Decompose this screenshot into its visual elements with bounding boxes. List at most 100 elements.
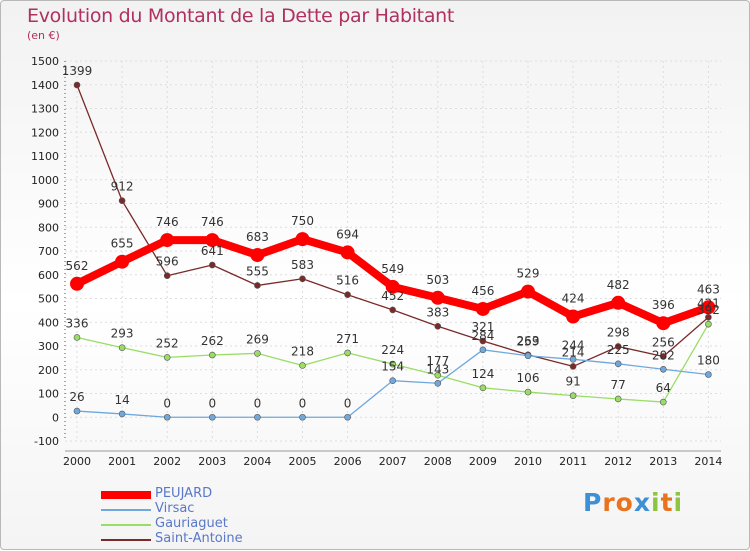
legend-item: Gauriaguet [101,516,301,532]
legend-swatch [101,524,151,526]
data-label: 0 [344,396,352,410]
y-tick-label: 900 [38,198,59,211]
data-point [479,346,487,354]
logo-letter: P [583,488,603,517]
data-label: 143 [426,362,449,376]
y-tick-label: 400 [38,316,59,329]
data-label: 26 [69,390,84,404]
data-point [254,282,261,289]
legend-item: PEUJARD [101,486,301,502]
data-point [254,413,261,421]
data-label: 549 [381,262,404,276]
x-tick-label: 2009 [469,455,497,468]
data-point [344,413,351,421]
data-label: 529 [517,267,540,281]
logo-letter: o [615,488,634,517]
data-label: 263 [517,334,540,348]
data-label: 912 [111,180,134,194]
data-point [344,349,351,357]
data-label: 463 [697,282,720,296]
data-point [73,334,81,341]
data-label: 452 [381,289,404,303]
data-label: 0 [299,396,307,410]
data-point [524,388,532,396]
data-label: 694 [336,227,359,241]
data-label: 106 [517,371,540,385]
data-point [254,350,261,357]
y-tick-label: 1000 [31,174,59,187]
data-point [434,371,442,379]
data-point [160,233,175,248]
data-label: 1399 [62,64,93,78]
data-point [118,197,126,204]
data-label: 424 [562,292,585,306]
x-tick-label: 2012 [604,455,632,468]
data-label: 746 [156,215,179,229]
data-label: 383 [426,305,449,319]
data-point [115,254,130,269]
data-label: 583 [291,258,314,272]
data-label: 683 [246,230,269,244]
y-tick-label: 500 [38,293,59,306]
data-label: 516 [336,274,359,288]
data-label: 456 [471,284,494,298]
data-label: 271 [336,332,359,346]
data-label: 225 [607,343,630,357]
x-tick-label: 2001 [108,455,136,468]
x-tick-label: 2006 [334,455,362,468]
data-label: 202 [652,348,675,362]
x-tick-label: 2000 [63,455,91,468]
data-point [73,407,81,415]
x-tick-label: 2010 [514,455,542,468]
data-point [475,301,490,316]
data-point [118,410,126,418]
data-label: 392 [697,303,720,317]
y-tick-label: 1500 [31,55,59,68]
data-label: 298 [607,325,630,339]
logo-letter: t [660,488,674,517]
data-point [569,355,577,363]
y-tick-label: 1400 [31,79,59,92]
data-label: 269 [246,332,269,346]
y-tick-label: -100 [34,435,59,448]
data-label: 562 [66,259,89,273]
data-point [434,379,442,387]
data-point [569,363,577,370]
legend-swatch [101,509,151,511]
data-point [340,245,355,260]
data-label: 177 [426,354,449,368]
data-point [389,377,397,384]
x-tick-label: 2011 [559,455,587,468]
data-label: 77 [611,378,626,392]
data-point [163,413,171,421]
x-tick-label: 2002 [153,455,181,468]
logo-letter: r [602,488,616,517]
data-point [566,309,581,324]
data-point [385,279,400,294]
data-point [479,384,487,392]
data-label: 124 [471,367,494,381]
data-point [524,352,532,360]
data-point [705,320,712,328]
data-point [479,337,487,345]
data-label: 259 [517,335,540,349]
data-point [118,344,126,351]
y-tick-label: 100 [38,388,59,401]
data-point [299,413,306,421]
y-tick-label: 700 [38,245,59,258]
data-point [209,261,216,269]
x-tick-label: 2004 [243,455,271,468]
data-label: 503 [426,273,449,287]
data-point [163,272,171,280]
data-point [659,398,667,406]
y-tick-label: 200 [38,364,59,377]
data-point [434,322,442,330]
data-label: 396 [652,298,675,312]
chart-subtitle: (en €) [27,29,60,42]
x-tick-label: 2007 [379,455,407,468]
legend-label: Virsac [155,501,195,516]
proxiti-logo: Proxiti [583,488,683,517]
data-label: 555 [246,264,269,278]
y-tick-label: 1200 [31,126,59,139]
